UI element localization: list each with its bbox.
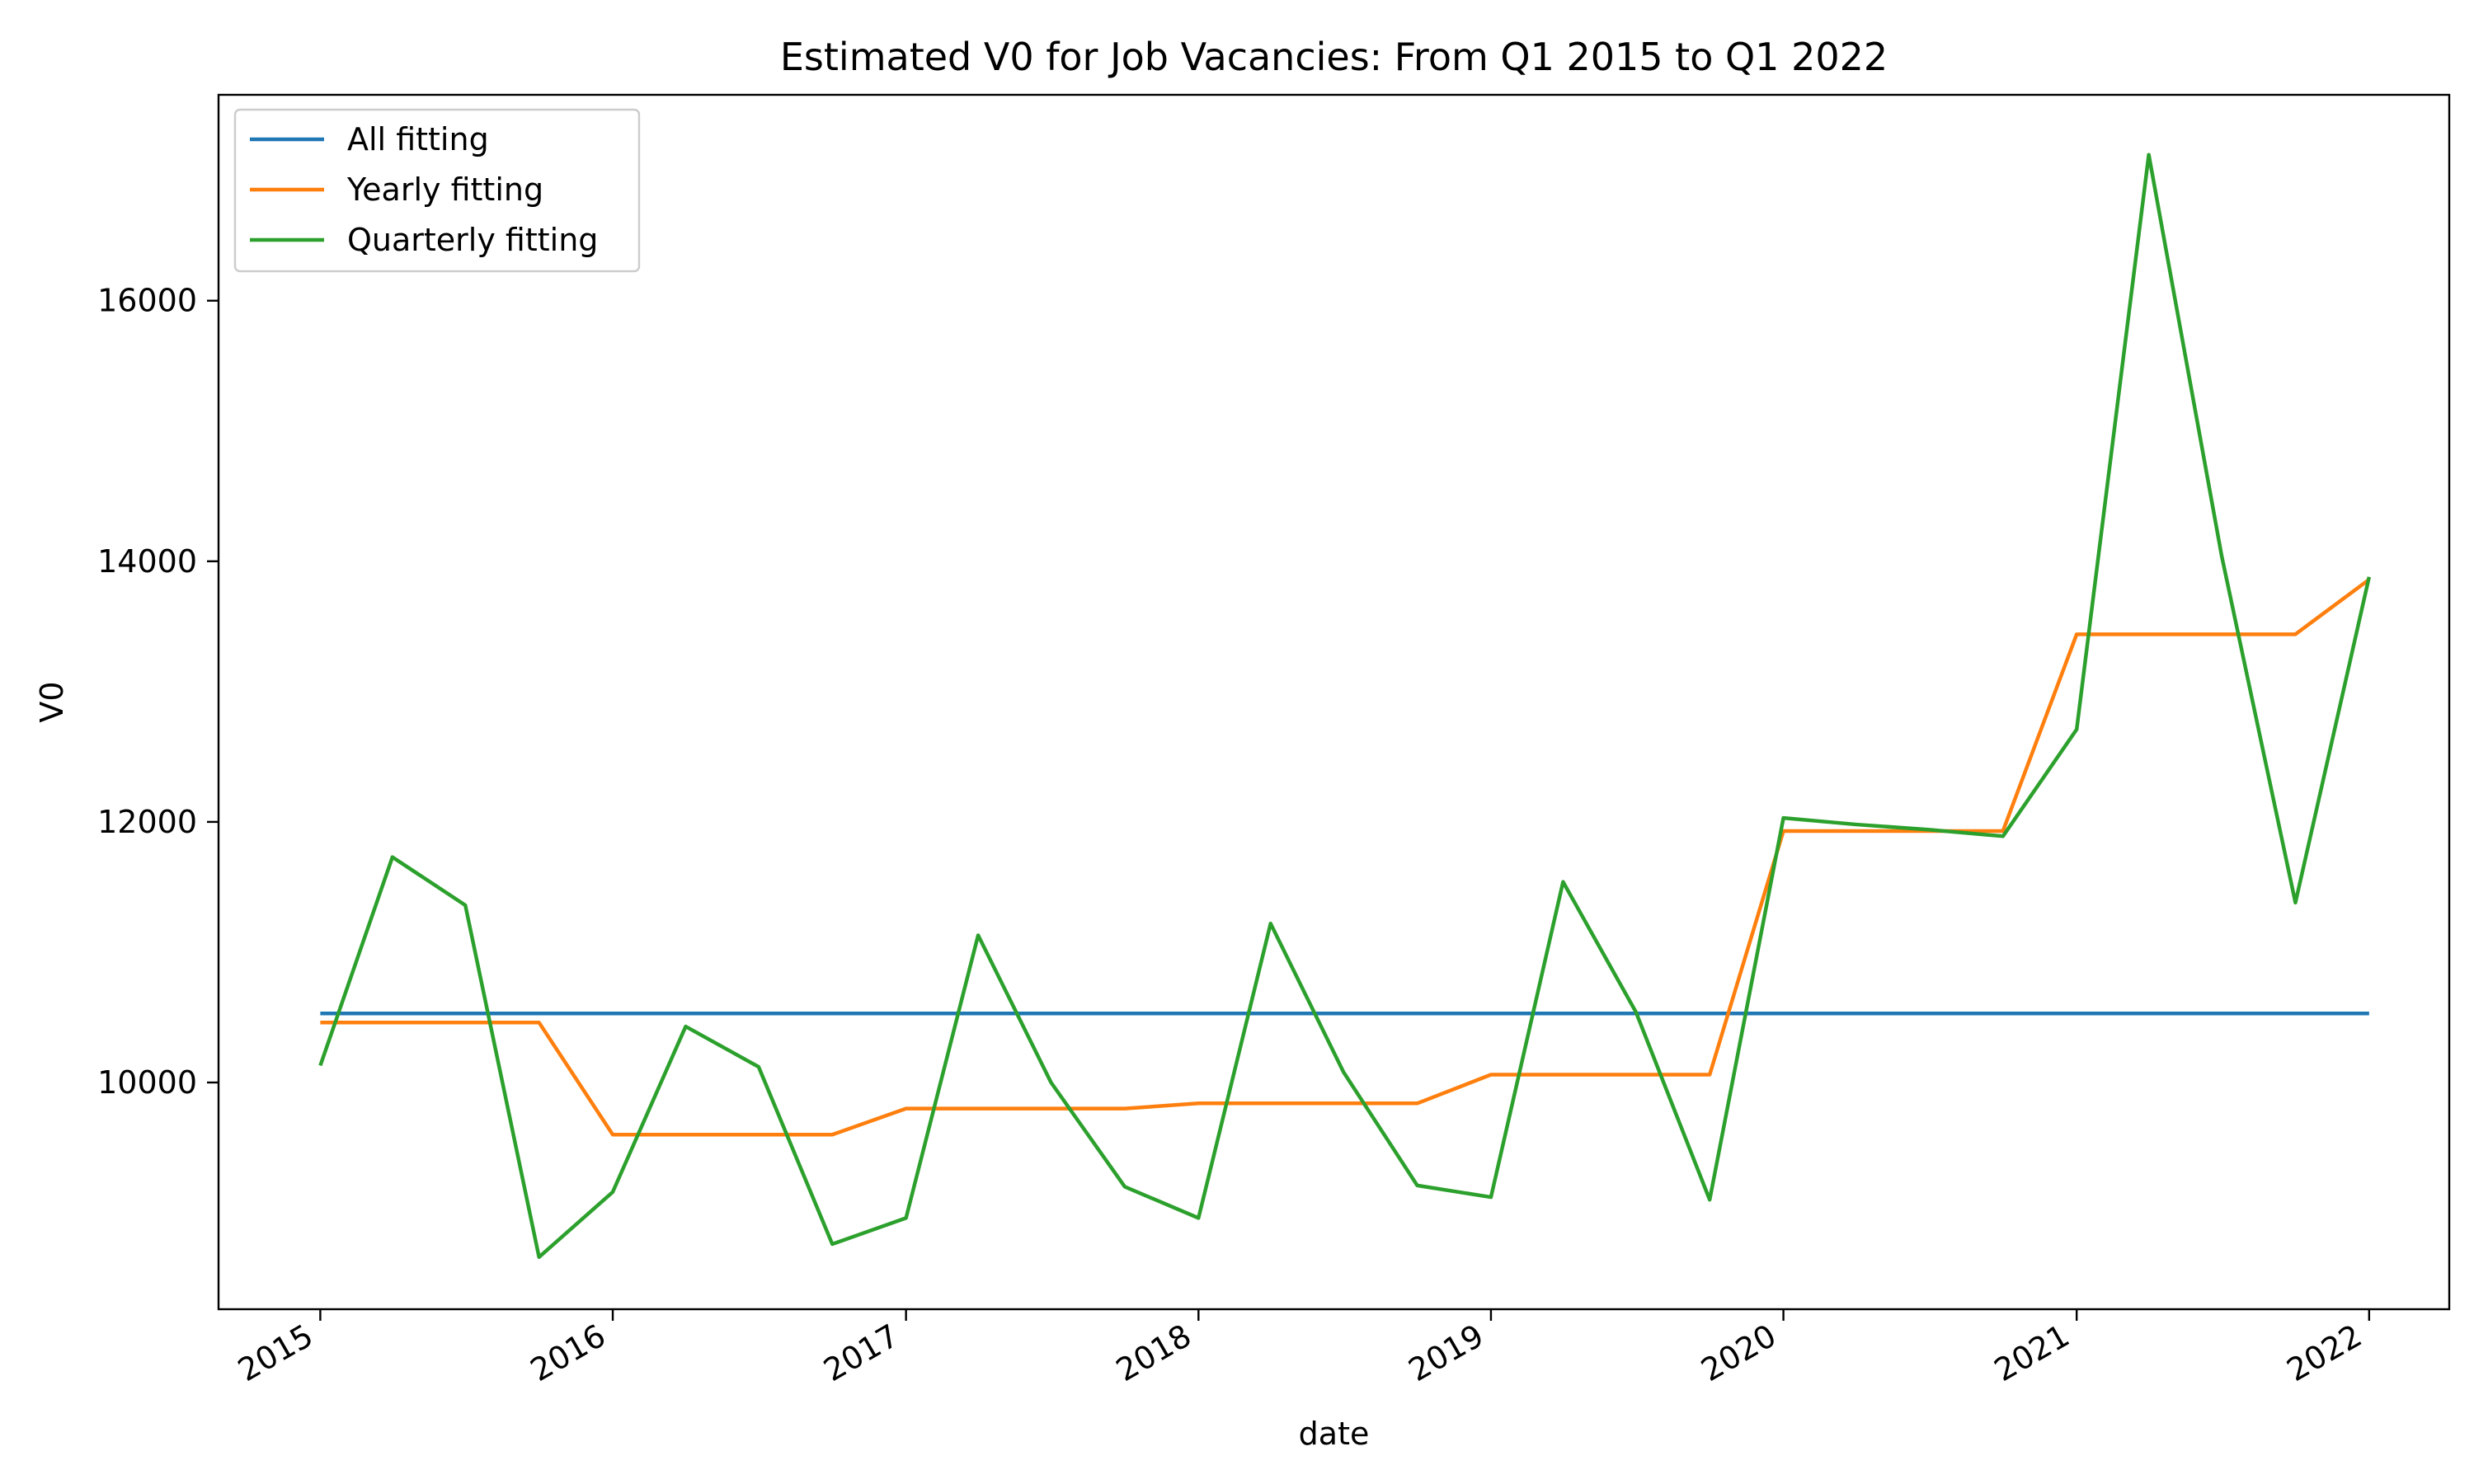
plot-frame [217, 93, 2451, 1311]
x-axis-label: date [1299, 1416, 1370, 1452]
legend-label: All fitting [347, 121, 489, 157]
chart-title: Estimated V0 for Job Vacancies: From Q1 … [780, 35, 1888, 79]
x-tick-label: 2017 [817, 1317, 905, 1388]
x-tick-label: 2020 [1695, 1317, 1782, 1388]
series-line-yearly-fitting [320, 578, 2371, 1137]
x-axis: 2015 2016 2017 2018 2019 2020 2021 2022 [232, 1309, 2371, 1388]
y-axis-label: V0 [34, 681, 70, 722]
y-tick-label: 12000 [97, 804, 197, 840]
legend-label: Quarterly fitting [347, 222, 598, 258]
legend-box [233, 108, 641, 273]
x-tick-label: 2018 [1110, 1317, 1197, 1388]
y-tick-label: 10000 [97, 1064, 197, 1101]
x-tick-label: 2019 [1403, 1317, 1490, 1388]
x-tick-label: 2016 [524, 1317, 612, 1388]
x-tick-label: 2021 [1988, 1317, 2076, 1388]
y-tick-label: 14000 [97, 543, 197, 580]
y-tick-label: 16000 [97, 283, 197, 319]
legend-label: Yearly fitting [346, 171, 543, 208]
x-tick-label: 2015 [232, 1317, 319, 1388]
legend: All fitting Yearly fitting Quarterly fitti… [233, 108, 641, 273]
series-layer [318, 153, 2372, 1260]
x-tick-label: 2022 [2281, 1317, 2368, 1388]
series-line-quarterly-fitting [318, 153, 2372, 1260]
y-axis: 10000 12000 14000 16000 [97, 283, 219, 1101]
